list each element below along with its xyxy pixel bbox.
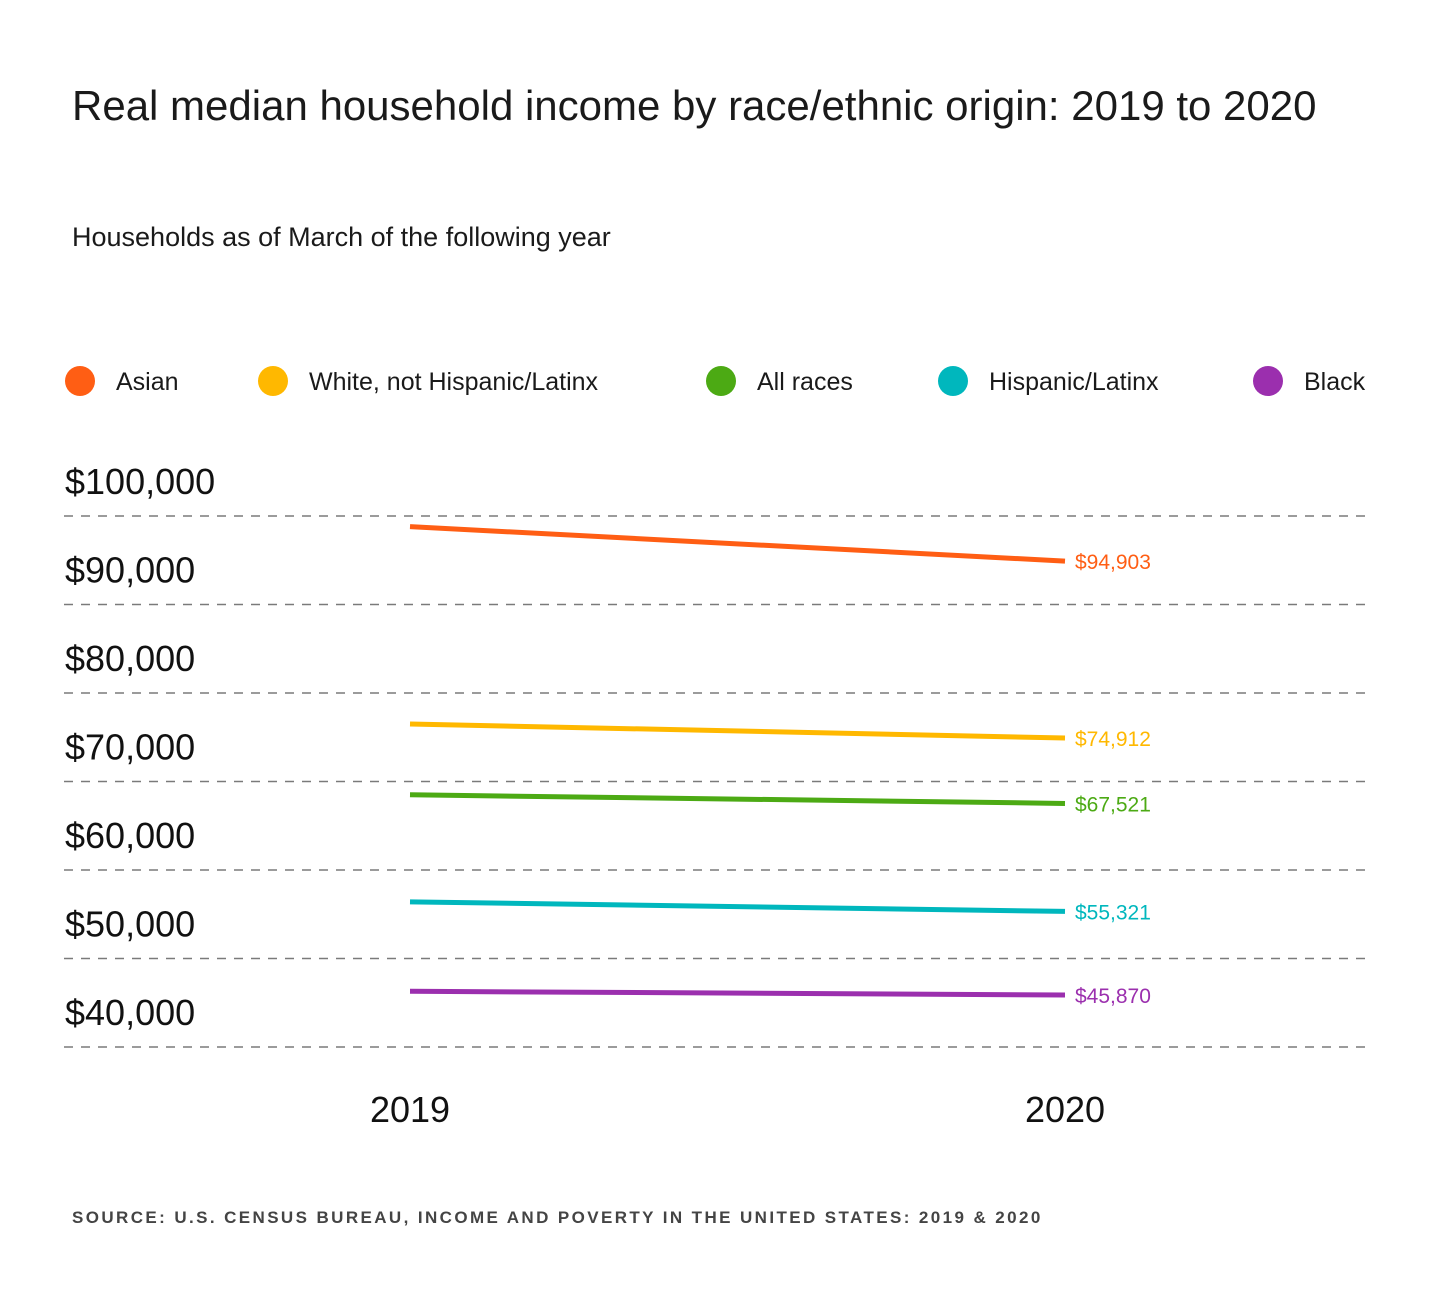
legend-marker-white-not-hispanic-latinx xyxy=(258,366,288,396)
series-line-all-races xyxy=(409,792,1066,806)
series-line-white-not-hispanic-latinx xyxy=(409,721,1066,741)
legend-marker-asian xyxy=(65,366,95,396)
data-label-all-races: $67,521 xyxy=(1075,793,1151,816)
data-label-white-not-hispanic-latinx: $74,912 xyxy=(1075,728,1151,751)
data-label-hispanic-latinx: $55,321 xyxy=(1075,901,1151,924)
value-labels: $94,903 $74,912 $67,521 $55,321 $45,870 xyxy=(1075,551,1151,1008)
legend-marker-hispanic-latinx xyxy=(938,366,968,396)
y-axis: $100,000 $90,000 $80,000 $70,000 $60,000 $50,… xyxy=(65,461,215,1033)
data-label-asian: $94,903 xyxy=(1075,551,1151,574)
legend-label-hispanic-latinx: Hispanic/Latinx xyxy=(989,368,1159,396)
chart-subtitle: Households as of March of the following … xyxy=(72,222,611,252)
series-line-asian xyxy=(409,524,1066,564)
y-tick-label: $80,000 xyxy=(65,638,195,679)
series-line-hispanic-latinx xyxy=(409,899,1066,914)
y-tick-label: $60,000 xyxy=(65,815,195,856)
legend-label-white-not-hispanic-latinx: White, not Hispanic/Latinx xyxy=(309,368,599,396)
x-tick-label: 2020 xyxy=(1025,1089,1105,1130)
series-line-black xyxy=(409,988,1066,998)
x-axis: 2019 2020 xyxy=(370,1089,1105,1130)
chart-title: Real median household income by race/eth… xyxy=(72,82,1317,129)
legend-label-asian: Asian xyxy=(116,368,179,396)
source-note: SOURCE: U.S. CENSUS BUREAU, INCOME AND P… xyxy=(72,1208,1043,1227)
legend: Asian White, not Hispanic/Latinx All races… xyxy=(65,366,1366,396)
legend-label-all-races: All races xyxy=(757,368,853,396)
y-tick-label: $100,000 xyxy=(65,461,215,502)
legend-label-black: Black xyxy=(1304,368,1366,396)
series-lines xyxy=(409,524,1066,998)
legend-marker-black xyxy=(1253,366,1283,396)
legend-marker-all-races xyxy=(706,366,736,396)
gridlines xyxy=(64,515,1370,1048)
y-tick-label: $40,000 xyxy=(65,992,195,1033)
y-tick-label: $70,000 xyxy=(65,727,195,768)
x-tick-label: 2019 xyxy=(370,1089,450,1130)
data-label-black: $45,870 xyxy=(1075,985,1151,1008)
y-tick-label: $50,000 xyxy=(65,904,195,945)
y-tick-label: $90,000 xyxy=(65,550,195,591)
